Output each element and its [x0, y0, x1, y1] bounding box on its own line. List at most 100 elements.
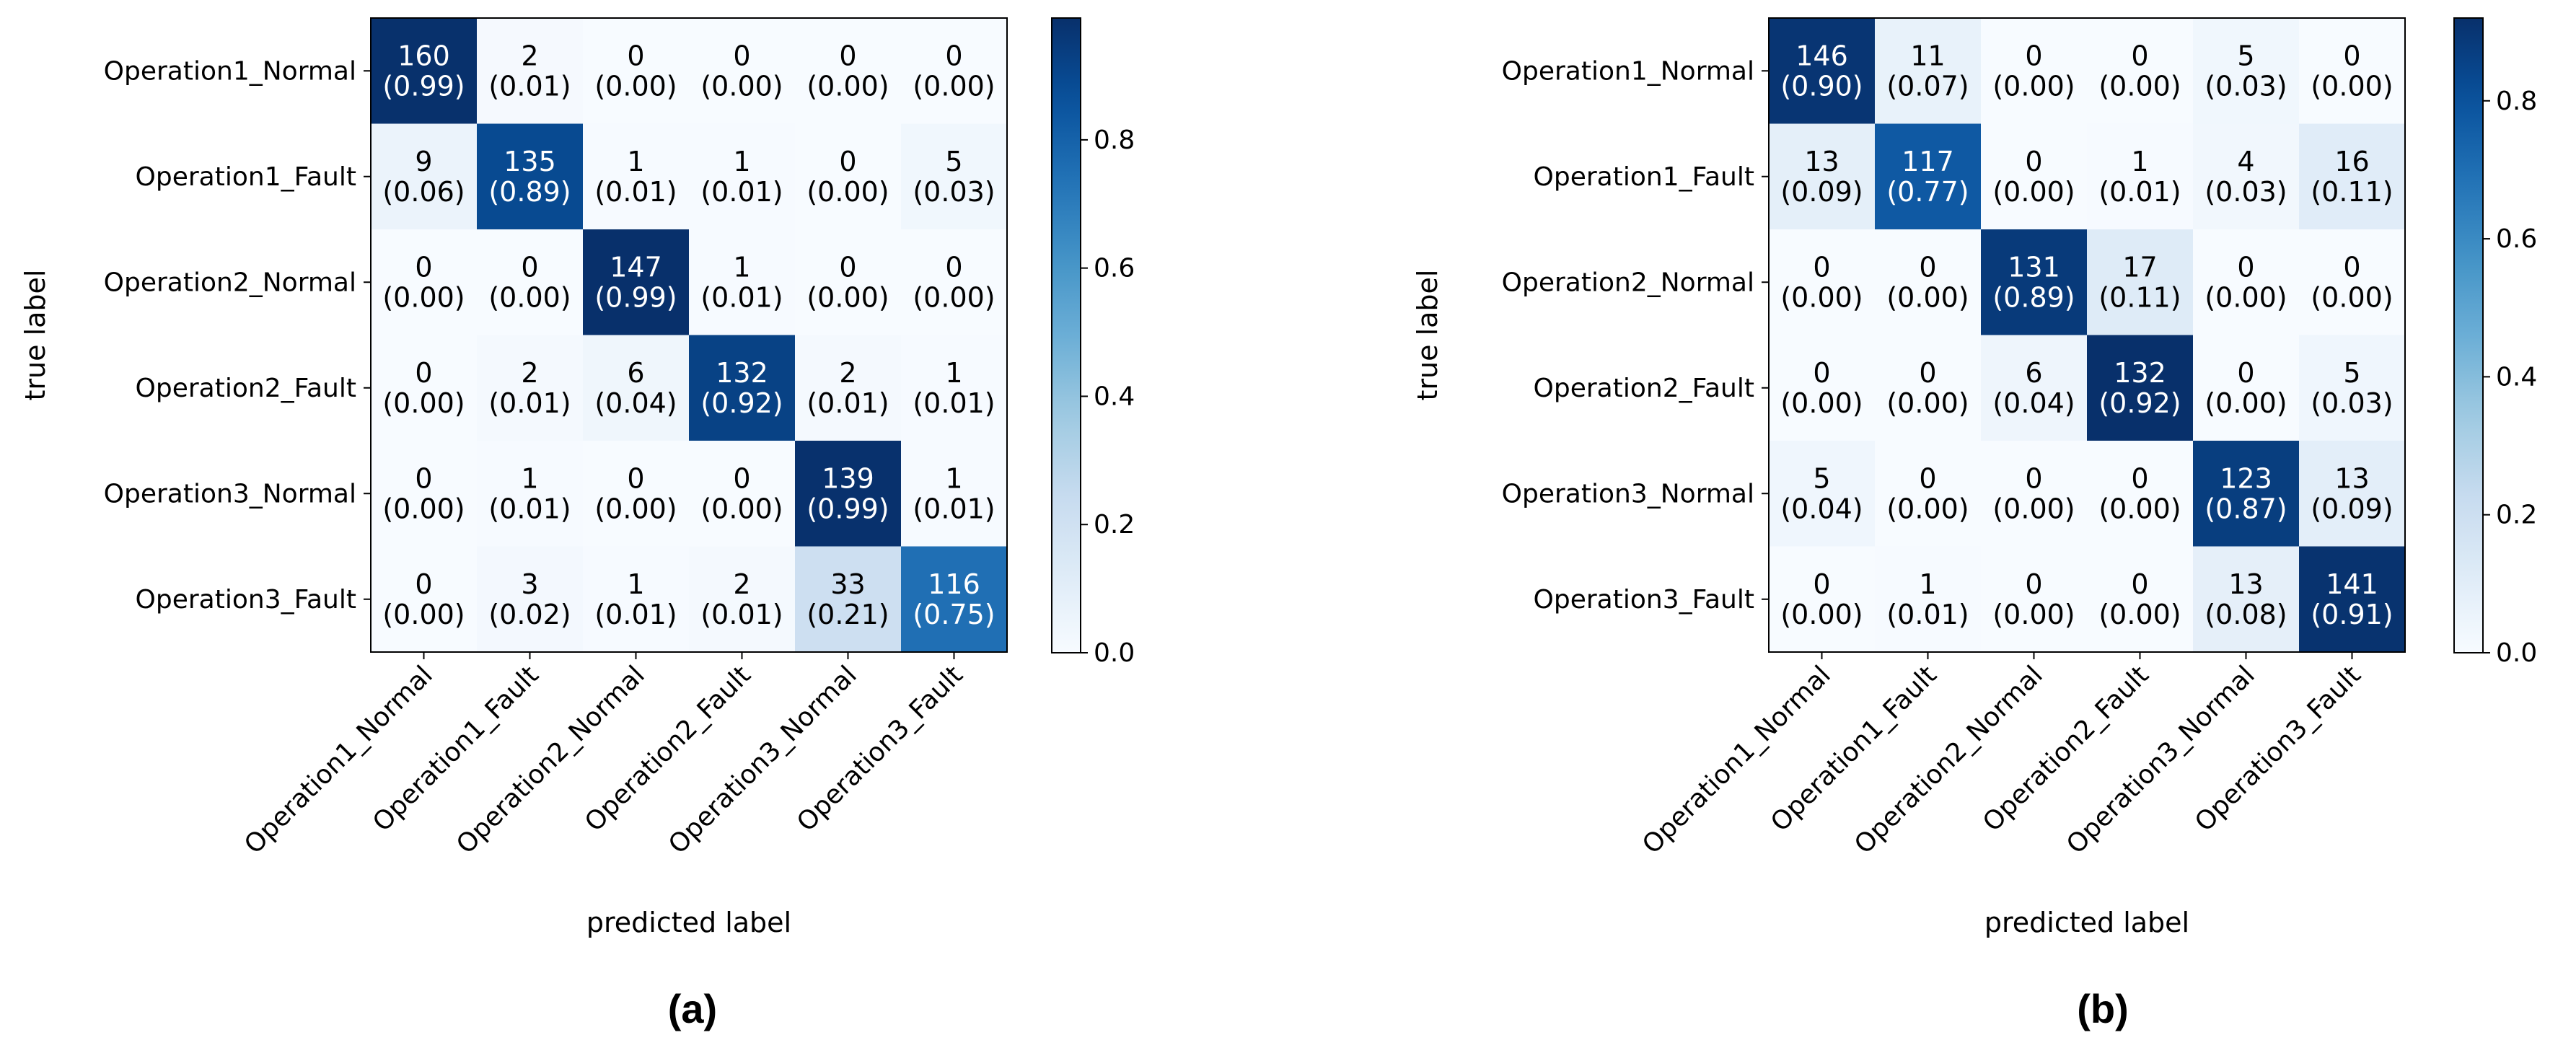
- axes-frame: [1768, 17, 2406, 653]
- cell-fraction: (0.01): [488, 493, 571, 524]
- matrix-cell: [2193, 123, 2300, 230]
- cell-fraction: (0.03): [2204, 70, 2287, 102]
- y-tick-label: Operation2_Normal: [104, 268, 356, 297]
- matrix-cell: [2087, 335, 2194, 441]
- matrix-cell: [2193, 441, 2300, 547]
- cell-count: 9: [415, 146, 432, 177]
- matrix-cell: [795, 441, 902, 547]
- cell-fraction: (0.00): [1886, 281, 1969, 313]
- matrix-cell: [689, 546, 796, 653]
- cell-count: 17: [2122, 251, 2157, 283]
- matrix-cell: [583, 546, 690, 653]
- matrix-cell: [2299, 441, 2406, 547]
- matrix-cell: [1981, 335, 2088, 441]
- matrix-cell: [477, 18, 584, 125]
- matrix-cell: [901, 123, 1008, 230]
- matrix-cell: [583, 335, 690, 441]
- cell-count: 0: [2131, 462, 2148, 494]
- matrix-cell: [371, 18, 478, 125]
- cell-fraction: (0.01): [913, 493, 995, 524]
- matrix-cell: [689, 229, 796, 336]
- matrix-cell: [1981, 441, 2088, 547]
- cell-count: 0: [2343, 40, 2360, 71]
- colorbar-tick-label: 0.0: [2496, 638, 2537, 668]
- cell-fraction: (0.90): [1780, 70, 1863, 102]
- confusion-matrix-panel-2: 146(0.90)11(0.07)0(0.00)0(0.00)5(0.03)0(…: [1412, 17, 2537, 1031]
- cell-fraction: (0.00): [1886, 387, 1969, 419]
- matrix-cell: [2299, 335, 2406, 441]
- matrix-cell: [901, 441, 1008, 547]
- cell-count: 1: [627, 146, 644, 177]
- cell-count: 0: [1919, 462, 1936, 494]
- matrix-cell: [2299, 18, 2406, 125]
- matrix-cell: [901, 546, 1008, 653]
- cell-count: 0: [733, 462, 750, 494]
- colorbar-tick-label: 0.6: [1094, 254, 1135, 283]
- y-tick-label: Operation3_Normal: [1502, 479, 1754, 509]
- cell-fraction: (0.01): [594, 176, 677, 208]
- y-axis-label: true label: [19, 270, 51, 401]
- colorbar: [1051, 17, 1081, 653]
- matrix-cell: [1875, 229, 1982, 336]
- matrix-cell: [1981, 229, 2088, 336]
- cell-count: 0: [2131, 568, 2148, 600]
- cell-fraction: (0.01): [488, 70, 571, 102]
- cell-count: 0: [415, 568, 432, 600]
- matrix-cell: [2193, 335, 2300, 441]
- cell-count: 0: [2237, 357, 2254, 389]
- matrix-cell: [2193, 546, 2300, 653]
- cell-fraction: (0.01): [700, 176, 783, 208]
- y-tick-label: Operation2_Fault: [136, 374, 356, 403]
- x-axis-label: predicted label: [1984, 907, 2189, 938]
- matrix-cell: [1875, 441, 1982, 547]
- matrix-cell: [901, 229, 1008, 336]
- cell-fraction: (0.89): [488, 176, 571, 208]
- matrix-cell: [371, 123, 478, 230]
- colorbar: [2453, 17, 2484, 653]
- cell-fraction: (0.01): [913, 387, 995, 419]
- cell-count: 0: [2025, 462, 2042, 494]
- cell-count: 0: [839, 251, 856, 283]
- cell-count: 135: [504, 146, 556, 177]
- matrix-cell: [901, 335, 1008, 441]
- cell-count: 6: [627, 357, 644, 389]
- cell-count: 0: [2025, 40, 2042, 71]
- cell-count: 5: [1813, 462, 1830, 494]
- cell-count: 0: [627, 462, 644, 494]
- matrix-cell: [2087, 441, 2194, 547]
- cell-count: 146: [1795, 40, 1848, 71]
- cell-fraction: (0.03): [2204, 176, 2287, 208]
- cell-fraction: (0.01): [488, 387, 571, 419]
- cell-fraction: (0.99): [806, 493, 889, 524]
- y-tick-label: Operation2_Normal: [1502, 268, 1754, 297]
- colorbar-tick-label: 0.2: [1094, 510, 1135, 540]
- cell-count: 33: [830, 568, 865, 600]
- cell-fraction: (0.00): [1992, 599, 2075, 630]
- cell-count: 0: [2131, 40, 2148, 71]
- cell-count: 0: [521, 251, 538, 283]
- cell-fraction: (0.00): [1780, 387, 1863, 419]
- cell-fraction: (0.01): [806, 387, 889, 419]
- matrix-cell: [1981, 546, 2088, 653]
- cell-fraction: (0.03): [913, 176, 995, 208]
- cell-fraction: (0.00): [594, 70, 677, 102]
- cell-count: 1: [945, 357, 962, 389]
- matrix-cell: [477, 441, 584, 547]
- y-tick-label: Operation1_Normal: [104, 56, 356, 86]
- cell-fraction: (0.01): [594, 599, 677, 630]
- axes-frame: [370, 17, 1008, 653]
- matrix-cell: [689, 335, 796, 441]
- colorbar-tick-label: 0.4: [2496, 362, 2537, 392]
- cell-fraction: (0.01): [2098, 176, 2181, 208]
- cell-count: 13: [2334, 462, 2369, 494]
- cell-count: 1: [2131, 146, 2148, 177]
- cell-count: 1: [627, 568, 644, 600]
- cell-fraction: (0.02): [488, 599, 571, 630]
- cell-fraction: (0.91): [2311, 599, 2393, 630]
- cell-count: 0: [1813, 251, 1830, 283]
- cell-count: 139: [822, 462, 874, 494]
- cell-count: 16: [2334, 146, 2369, 177]
- cell-count: 5: [2237, 40, 2254, 71]
- matrix-cell: [2087, 546, 2194, 653]
- cell-count: 147: [610, 251, 662, 283]
